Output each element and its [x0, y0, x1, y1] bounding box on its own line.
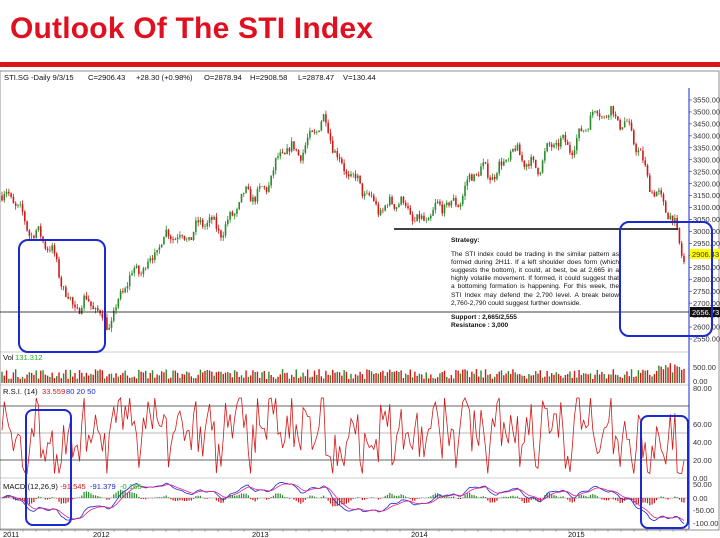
rsi-value: 33.559: [42, 387, 65, 396]
rsi-tick-80: 80.00: [693, 384, 712, 393]
rsi-tick-20: 20.00: [693, 456, 712, 465]
macd-value-3: -0.166: [120, 482, 142, 491]
macd-tick-0: 0.00: [693, 494, 708, 503]
price-tick-label: 2600.00: [693, 323, 720, 332]
volume-bars: [1, 363, 685, 383]
chart-header: STI.SG -Daily 9/3/15 C=2906.43 +28.30 (+…: [4, 73, 376, 82]
x-label-2012: 2012: [93, 530, 110, 538]
rsi-levels: 80 20 50: [66, 387, 96, 396]
rsi-tick-40: 40.00: [693, 438, 712, 447]
x-label-2011: 2011: [3, 530, 19, 538]
rsi-line: [1, 397, 685, 475]
price-tick-label: 2700.00: [693, 299, 720, 308]
highlight-box-2011-indicators: [25, 409, 72, 526]
strategy-heading: Strategy:: [451, 237, 480, 244]
header-high: H=2908.58: [250, 73, 287, 82]
rsi-tick-60: 60.00: [693, 420, 712, 429]
macd-tick-neg100: -100.00: [693, 519, 718, 528]
price-candles: [1, 105, 685, 333]
header-change: +28.30 (+0.98%): [136, 73, 193, 82]
price-tick-label: 3450.00: [693, 120, 720, 129]
price-tick-label: 2550.00: [693, 335, 720, 344]
x-axis-minor-ticks: [9, 529, 687, 532]
x-label-2013: 2013: [252, 530, 269, 538]
vol-value: 131.312: [15, 353, 42, 362]
header-volume: V=130.44: [343, 73, 376, 82]
price-tick-label: 3300.00: [693, 155, 720, 164]
rsi-label: R.S.I. (14): [3, 387, 38, 396]
price-tick-label: 3250.00: [693, 167, 720, 176]
macd-value-2: -91.379: [90, 482, 116, 491]
macd-signal-line: [1, 483, 685, 521]
strategy-note: Strategy: The STI index could be trading…: [451, 237, 619, 330]
macd-tick-50: 50.00: [693, 480, 712, 489]
x-label-2015: 2015: [568, 530, 585, 538]
highlight-box-2011-price: [18, 239, 106, 353]
slide-title: Outlook Of The STI Index: [10, 12, 374, 45]
price-tick-label: 2850.00: [693, 263, 720, 272]
last-price-tag: 2906.43: [692, 250, 719, 259]
price-axis-ticks: 3550.00 3500.00 3450.00 3400.00 3350.00 3300.…: [689, 96, 720, 344]
vol-tick-0: 0.00: [693, 377, 708, 386]
price-tick-label: 3150.00: [693, 191, 720, 200]
macd-value-1: -91.545: [60, 482, 86, 491]
price-tick-label: 3500.00: [693, 108, 720, 117]
support-tag-bg: [690, 307, 720, 317]
price-tick-label: 3000.00: [693, 227, 720, 236]
header-close: C=2906.43: [88, 73, 125, 82]
rsi-tick-0: 0.00: [693, 474, 708, 483]
strategy-body: The STI index could be trading in the si…: [451, 251, 619, 307]
header-symbol: STI.SG -Daily 9/3/15: [4, 73, 74, 82]
price-tick-label: 3050.00: [693, 215, 720, 224]
header-low: L=2878.47: [298, 73, 334, 82]
vol-label: Vol: [3, 353, 14, 362]
price-tick-label: 2950.00: [693, 239, 720, 248]
price-tick-label: 2750.00: [693, 287, 720, 296]
highlight-box-2015-price: [619, 221, 713, 337]
support-tag: 2656.73: [692, 308, 719, 317]
price-tick-label: 3400.00: [693, 131, 720, 140]
macd-line: [1, 481, 685, 525]
price-tick-label: 3100.00: [693, 203, 720, 212]
header-open: O=2878.94: [204, 73, 242, 82]
vol-tick-500: 500.00: [693, 363, 716, 372]
resistance-level: Resistance : 3,000: [451, 321, 509, 329]
price-tick-label: 3350.00: [693, 143, 720, 152]
title-divider: [0, 62, 720, 67]
price-tick-label: 3200.00: [693, 179, 720, 188]
price-tick-label: 3550.00: [693, 96, 720, 105]
highlight-box-2015-indicators: [640, 415, 689, 529]
macd-tick-neg50: -50.00: [693, 506, 714, 515]
price-tick-label: 2800.00: [693, 275, 720, 284]
macd-histogram: [3, 489, 685, 507]
support-levels: Support : 2,665/2,555: [451, 313, 517, 321]
last-price-tag-bg: [690, 249, 720, 259]
x-label-2014: 2014: [411, 530, 428, 538]
macd-label: MACD (12,26,9): [3, 482, 58, 491]
